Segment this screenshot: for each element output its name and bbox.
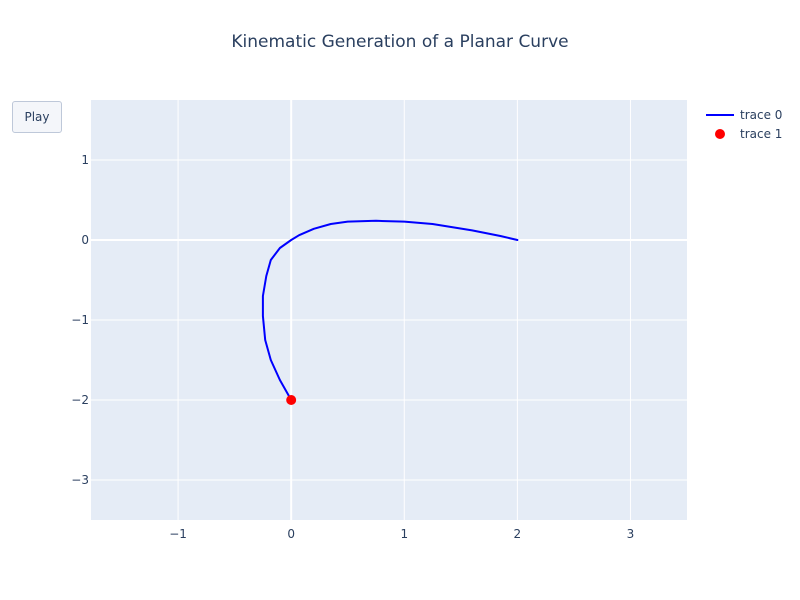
grid-lines — [91, 100, 687, 520]
legend-item-1[interactable]: trace 1 — [715, 127, 782, 141]
x-tick-label: 2 — [514, 527, 522, 541]
y-tick-label: −2 — [71, 393, 89, 407]
legend[interactable]: trace 0 trace 1 — [706, 108, 782, 141]
legend-marker-swatch — [715, 129, 725, 139]
series-layer — [261, 219, 519, 405]
chart-title: Kinematic Generation of a Planar Curve — [231, 32, 569, 52]
legend-label: trace 1 — [740, 127, 782, 141]
x-tick-label: −1 — [169, 527, 187, 541]
series-line-0 — [261, 219, 519, 401]
x-tick-label: 1 — [400, 527, 408, 541]
y-tick-label: 1 — [81, 153, 89, 167]
series-point-1 — [286, 395, 297, 405]
x-tick-label: 3 — [627, 527, 635, 541]
y-tick-label: 0 — [81, 233, 89, 247]
legend-label: trace 0 — [740, 108, 782, 122]
x-tick-label: 0 — [287, 527, 295, 541]
y-tick-label: −3 — [71, 473, 89, 487]
y-tick-label: −1 — [71, 313, 89, 327]
tick-labels: −1 0 1 2 3 −3 −2 −1 0 1 — [71, 153, 634, 541]
play-button[interactable]: Play — [12, 101, 62, 133]
plot-area — [91, 100, 687, 520]
legend-item-0[interactable]: trace 0 — [706, 108, 782, 122]
